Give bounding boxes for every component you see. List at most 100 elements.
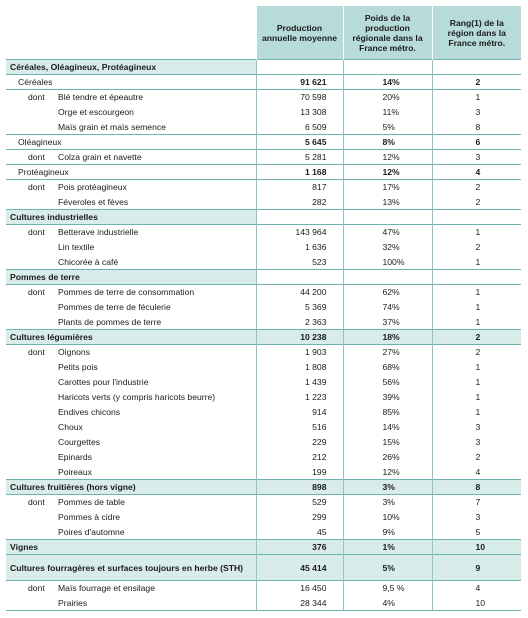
cell-poids: 12%	[342, 164, 432, 180]
cell-rang: 5	[431, 524, 521, 540]
cell-prod: 1 168	[255, 164, 343, 180]
row-label: Cultures fourragères et surfaces toujour…	[6, 554, 256, 581]
row-label-text: Courgettes	[58, 437, 101, 447]
cell-poids: 17%	[342, 179, 432, 195]
header-blank	[6, 6, 256, 60]
row-label-text: Chicorée à café	[58, 256, 119, 267]
cell-prod: 5 281	[255, 149, 343, 165]
cell-prod: 1 808	[255, 359, 343, 375]
cell-prod: 10 238	[255, 329, 343, 345]
table-row: dont Pois protéagineux 817 17% 2	[6, 179, 521, 195]
header-poids: Poids de la production régionale dans la…	[342, 6, 432, 60]
cell-poids: 3%	[342, 479, 432, 495]
cell-prod: 817	[255, 179, 343, 195]
table-row: Cultures industrielles	[6, 209, 521, 225]
cell-rang: 1	[431, 299, 521, 315]
row-label: dont Oignons	[6, 344, 256, 360]
cell-poids: 5%	[342, 554, 432, 581]
table-row: Courgettes 229 15% 3	[6, 434, 521, 450]
table-row: Protéagineux 1 168 12% 4	[6, 164, 521, 180]
table-row: Poireaux 199 12% 4	[6, 464, 521, 480]
cell-poids: 18%	[342, 329, 432, 345]
cell-rang: 1	[431, 89, 521, 105]
cell-rang: 2	[431, 449, 521, 465]
cell-prod	[255, 269, 343, 285]
table-row: Céréales, Oléagineux, Protéagineux	[6, 59, 521, 75]
cell-rang: 2	[431, 329, 521, 345]
cell-prod: 6 509	[255, 119, 343, 135]
cell-poids: 56%	[342, 374, 432, 390]
row-label-text: Orge et escourgeon	[58, 107, 134, 117]
row-prefix: dont	[28, 182, 45, 193]
cell-prod: 44 200	[255, 284, 343, 300]
table-row: Chicorée à café 523 100% 1	[6, 254, 521, 270]
row-label: Poireaux	[6, 464, 256, 480]
cell-prod: 229	[255, 434, 343, 450]
cell-poids: 100%	[342, 254, 432, 270]
cell-rang: 2	[431, 194, 521, 210]
cell-rang: 3	[431, 149, 521, 165]
cell-rang: 10	[431, 539, 521, 555]
row-label: Céréales	[6, 74, 256, 90]
row-label: Oléagineux	[6, 134, 256, 150]
cell-poids: 8%	[342, 134, 432, 150]
cell-prod: 1 903	[255, 344, 343, 360]
cell-poids: 1%	[342, 539, 432, 555]
table-row: Haricots verts (y compris haricots beurr…	[6, 389, 521, 405]
row-prefix: dont	[28, 347, 45, 358]
cell-prod: 199	[255, 464, 343, 480]
cell-rang: 1	[431, 224, 521, 240]
table-row: Pommes à cidre 299 10% 3	[6, 509, 521, 525]
table-row: Cultures légumières 10 238 18% 2	[6, 329, 521, 345]
cell-rang: 2	[431, 344, 521, 360]
row-label: Pommes de terre	[6, 269, 256, 285]
row-label: Haricots verts (y compris haricots beurr…	[6, 389, 256, 405]
table-row: Céréales 91 621 14% 2	[6, 74, 521, 90]
table-row: Endives chicons 914 85% 1	[6, 404, 521, 420]
cell-poids: 4%	[342, 595, 432, 611]
row-label: Chicorée à café	[6, 254, 256, 270]
row-label: dont Pommes de table	[6, 494, 256, 510]
cell-poids: 37%	[342, 314, 432, 330]
table-row: Pommes de terre de féculerie 5 369 74% 1	[6, 299, 521, 315]
cell-rang: 4	[431, 464, 521, 480]
cell-rang: 2	[431, 179, 521, 195]
row-label: Carottes pour l'industrie	[6, 374, 256, 390]
cell-prod: 5 645	[255, 134, 343, 150]
cell-rang: 9	[431, 554, 521, 581]
row-label-text: Maïs grain et maïs semence	[58, 121, 166, 132]
cell-poids: 14%	[342, 74, 432, 90]
row-label: Vignes	[6, 539, 256, 555]
table-row: Plants de pommes de terre 2 363 37% 1	[6, 314, 521, 330]
cell-prod	[255, 209, 343, 225]
row-label: dont Pois protéagineux	[6, 179, 256, 195]
table-row: dont Pommes de table 529 3% 7	[6, 494, 521, 510]
cell-poids: 26%	[342, 449, 432, 465]
table-header: Production annuelle moyenne Poids de la …	[6, 6, 521, 60]
row-label-text: Pommes de terre de consommation	[58, 287, 195, 298]
cell-prod: 299	[255, 509, 343, 525]
cell-rang: 1	[431, 254, 521, 270]
cell-prod: 1 636	[255, 239, 343, 255]
cell-prod: 529	[255, 494, 343, 510]
row-label-text: Plants de pommes de terre	[58, 316, 162, 327]
table-row: Carottes pour l'industrie 1 439 56% 1	[6, 374, 521, 390]
cell-poids: 13%	[342, 194, 432, 210]
cell-rang	[431, 209, 521, 225]
cell-poids: 12%	[342, 464, 432, 480]
row-prefix: dont	[28, 152, 45, 162]
row-label: Pommes à cidre	[6, 509, 256, 525]
table-row: Epinards 212 26% 2	[6, 449, 521, 465]
cell-rang: 3	[431, 434, 521, 450]
table-row: Oléagineux 5 645 8% 6	[6, 134, 521, 150]
cell-prod: 212	[255, 449, 343, 465]
cell-poids: 20%	[342, 89, 432, 105]
row-label-text: Féveroles et fèves	[58, 196, 129, 207]
row-label: dont Blé tendre et épeautre	[6, 89, 256, 105]
row-label-text: Lin textile	[58, 242, 95, 252]
cell-prod: 5 369	[255, 299, 343, 315]
row-label: dont Pommes de terre de consommation	[6, 284, 256, 300]
row-label: Céréales, Oléagineux, Protéagineux	[6, 59, 256, 75]
row-label: dont Colza grain et navette	[6, 149, 256, 165]
table-row: Orge et escourgeon 13 308 11% 3	[6, 104, 521, 120]
